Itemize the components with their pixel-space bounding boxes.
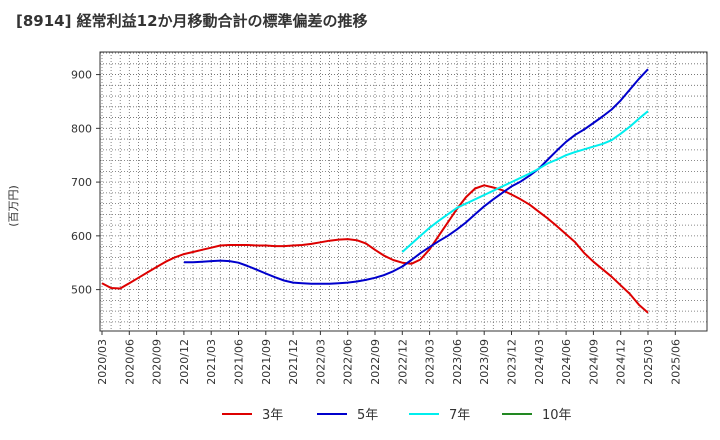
y-tick-label: 600 [71, 230, 92, 243]
y-tick-label: 500 [71, 284, 92, 297]
y-tick-label: 900 [71, 69, 92, 82]
y-axis-title: (百万円) [7, 185, 20, 227]
series-line-2 [183, 68, 649, 285]
x-tick-label: 2024/12 [615, 339, 628, 385]
x-tick-label: 2022/03 [314, 339, 327, 385]
x-tick-label: 2024/09 [587, 339, 600, 385]
series-line-1 [101, 184, 649, 314]
x-tick-label: 2024/06 [560, 339, 573, 385]
plot-frame [99, 51, 708, 332]
x-tick-label: 2021/09 [260, 339, 273, 385]
x-tick-label: 2020/03 [96, 339, 109, 385]
x-axis: 2020/03 2020/06 2020/09 2020/12 2021/03 2021/… [96, 331, 682, 385]
x-tick-label: 2025/03 [642, 339, 655, 385]
x-tick-label: 2022/09 [369, 339, 382, 385]
chart-title: [8914] 経常利益12か月移動合計の標準偏差の推移 [16, 12, 368, 30]
legend: 3年 5年 7年 10年 [222, 408, 572, 423]
plot-background [100, 52, 707, 331]
x-tick-label: 2023/06 [451, 339, 464, 385]
x-tick-label: 2020/12 [178, 339, 191, 385]
x-tick-label: 2020/09 [151, 339, 164, 385]
legend-label: 7年 [449, 408, 470, 423]
x-tick-label: 2022/06 [342, 339, 355, 385]
x-tick-label: 2021/03 [205, 339, 218, 385]
x-tick-label: 2023/03 [424, 339, 437, 385]
x-tick-label: 2021/12 [287, 339, 300, 385]
x-tick-label: 2023/12 [506, 339, 519, 385]
x-tick-label: 2025/06 [669, 339, 682, 385]
y-tick-label: 700 [71, 176, 92, 189]
x-tick-label: 2023/09 [478, 339, 491, 385]
x-tick-label: 2020/06 [123, 339, 136, 385]
y-axis: 500 600 700 800 900 [71, 69, 100, 297]
y-tick-label: 800 [71, 122, 92, 135]
legend-label: 3年 [262, 408, 283, 423]
series-lines [101, 68, 649, 314]
grid-lines [100, 52, 707, 331]
x-tick-label: 2022/12 [396, 339, 409, 385]
legend-label: 10年 [542, 408, 572, 423]
legend-label: 5年 [357, 408, 378, 423]
x-tick-label: 2021/06 [233, 339, 246, 385]
series-line-3 [401, 110, 649, 253]
x-tick-label: 2024/03 [533, 339, 546, 385]
